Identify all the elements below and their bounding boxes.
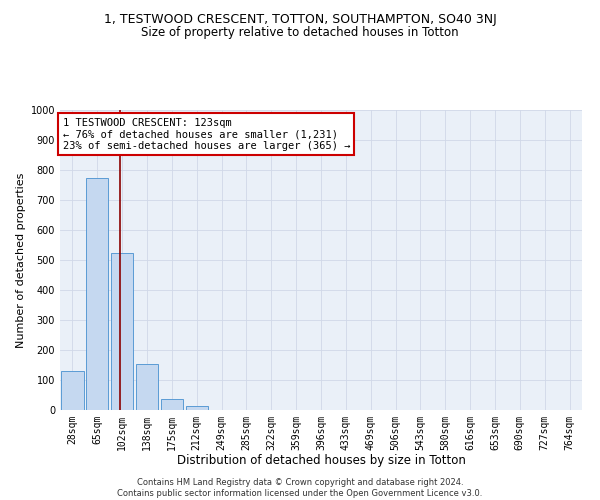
Bar [161,399,183,410]
Bar [86,178,109,410]
X-axis label: Distribution of detached houses by size in Totton: Distribution of detached houses by size … [176,454,466,468]
Text: Contains HM Land Registry data © Crown copyright and database right 2024.
Contai: Contains HM Land Registry data © Crown c… [118,478,482,498]
Bar [185,406,208,410]
Text: 1 TESTWOOD CRESCENT: 123sqm
← 76% of detached houses are smaller (1,231)
23% of : 1 TESTWOOD CRESCENT: 123sqm ← 76% of det… [62,118,350,150]
Y-axis label: Number of detached properties: Number of detached properties [16,172,26,348]
Bar [136,364,158,410]
Bar [111,254,133,410]
Text: Size of property relative to detached houses in Totton: Size of property relative to detached ho… [141,26,459,39]
Bar [61,371,83,410]
Text: 1, TESTWOOD CRESCENT, TOTTON, SOUTHAMPTON, SO40 3NJ: 1, TESTWOOD CRESCENT, TOTTON, SOUTHAMPTO… [104,12,496,26]
